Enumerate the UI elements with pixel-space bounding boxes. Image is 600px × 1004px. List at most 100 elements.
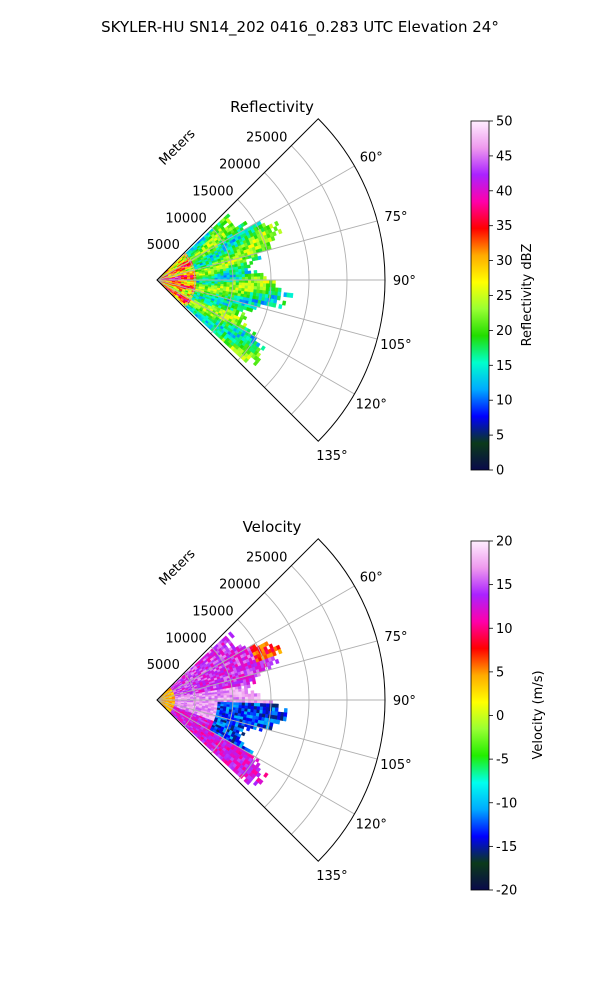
radial-tick-label: 20000 xyxy=(219,158,260,173)
colorbar-strip xyxy=(471,541,489,890)
data-cell xyxy=(245,283,248,286)
reflectivity-colorbar-label: Reflectivity dBZ xyxy=(520,244,535,347)
data-cell xyxy=(254,697,257,700)
data-cell xyxy=(263,707,266,711)
data-cell xyxy=(260,283,263,287)
data-cell xyxy=(239,703,242,706)
data-cell xyxy=(238,689,241,692)
data-cell xyxy=(224,693,227,695)
data-cell xyxy=(254,703,257,706)
data-cell xyxy=(282,301,286,306)
data-cell xyxy=(249,261,253,265)
data-cell xyxy=(242,274,245,277)
data-cell xyxy=(218,276,221,278)
angular-tick-label: 105° xyxy=(380,758,411,773)
colorbar-tick-label: 45 xyxy=(496,149,513,164)
data-cell xyxy=(251,277,254,280)
angular-tick-label: 105° xyxy=(380,338,411,353)
colorbar-tick-label: 10 xyxy=(496,394,513,409)
data-cell xyxy=(218,696,221,698)
data-cell xyxy=(260,707,263,711)
angular-tick-label: 120° xyxy=(356,818,387,833)
radial-tick-label: 25000 xyxy=(246,131,287,146)
data-cell xyxy=(272,704,275,708)
data-cell xyxy=(245,691,248,694)
angular-tick-label: 120° xyxy=(356,398,387,413)
data-cell xyxy=(236,703,239,706)
data-cell xyxy=(276,720,280,724)
colorbar-tick-label: -20 xyxy=(496,884,517,899)
colorbar-tick-label: 25 xyxy=(496,289,513,304)
velocity-data-field xyxy=(159,632,287,786)
data-cell xyxy=(248,694,251,697)
velocity-colorbar-label: Velocity (m/s) xyxy=(531,670,546,759)
angular-tick-label: 90° xyxy=(393,694,416,709)
data-cell xyxy=(245,706,248,709)
data-cell xyxy=(266,707,269,711)
data-cell xyxy=(266,284,269,288)
angular-tick-label: 135° xyxy=(316,869,347,884)
data-cell xyxy=(246,727,250,731)
data-cell xyxy=(247,265,250,268)
data-cell xyxy=(221,696,224,698)
data-cell xyxy=(212,276,215,278)
angular-tick-label: 90° xyxy=(393,274,416,289)
colorbar-tick-label: -5 xyxy=(496,753,509,768)
data-cell xyxy=(248,700,251,703)
data-cell xyxy=(254,277,257,280)
data-cell xyxy=(224,695,227,697)
data-cell xyxy=(248,706,251,709)
data-cell xyxy=(227,702,230,704)
data-cell xyxy=(224,275,227,277)
data-cell xyxy=(227,695,230,697)
angular-tick-label: 75° xyxy=(384,630,407,645)
data-cell xyxy=(241,269,244,272)
colorbar-tick-label: 5 xyxy=(496,665,504,680)
colorbar-tick-label: 20 xyxy=(496,535,513,550)
data-cell xyxy=(254,286,257,289)
data-cell xyxy=(247,685,250,688)
data-cell xyxy=(248,286,251,289)
data-cell xyxy=(251,286,254,289)
angular-tick-label: 75° xyxy=(384,210,407,225)
data-cell xyxy=(257,707,260,711)
data-cell xyxy=(248,277,251,280)
reflectivity-grid xyxy=(157,119,385,441)
data-cell xyxy=(266,280,269,284)
data-cell xyxy=(277,296,281,300)
data-cell xyxy=(245,274,248,277)
data-cell xyxy=(245,694,248,697)
data-cell xyxy=(245,703,248,706)
data-cell xyxy=(248,283,251,286)
data-cell xyxy=(257,283,260,286)
data-cell xyxy=(248,703,251,706)
data-cell xyxy=(242,694,245,697)
radial-tick-label: 25000 xyxy=(246,551,287,566)
data-cell xyxy=(242,703,245,706)
data-cell xyxy=(236,692,239,695)
colorbar-tick-label: 30 xyxy=(496,254,513,269)
colorbar-tick-label: 5 xyxy=(496,429,504,444)
data-cell xyxy=(236,695,239,698)
data-cell xyxy=(260,277,263,280)
data-cell xyxy=(242,286,245,289)
data-cell xyxy=(245,271,248,274)
data-cell xyxy=(272,288,275,292)
data-cell xyxy=(254,280,257,283)
data-cell xyxy=(215,276,218,278)
data-cell xyxy=(272,284,275,288)
data-cell xyxy=(272,303,276,307)
data-cell xyxy=(283,717,287,722)
data-cell xyxy=(236,275,239,278)
data-cell xyxy=(251,274,254,277)
radial-tick-label: 5000 xyxy=(147,658,180,673)
data-cell xyxy=(273,226,277,231)
colorbar-tick-label: 40 xyxy=(496,184,513,199)
data-cell xyxy=(260,700,263,703)
data-cell xyxy=(251,694,254,697)
data-cell xyxy=(239,692,242,695)
data-cell xyxy=(254,693,257,696)
